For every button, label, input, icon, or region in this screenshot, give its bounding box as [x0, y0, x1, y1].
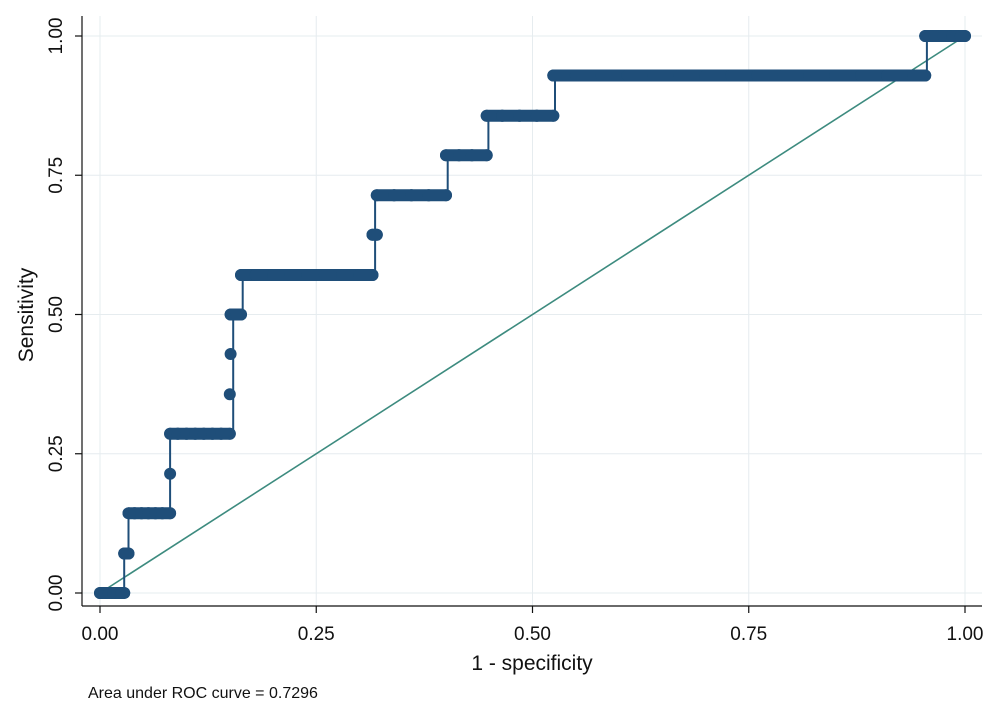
x-tick-label-4: 1.00 [947, 624, 984, 645]
x-tick-label-0: 0.00 [82, 624, 119, 645]
y-tick-label-3: 0.75 [46, 157, 67, 194]
x-axis-title: 1 - specificity [471, 652, 593, 675]
roc-curve-layer [94, 30, 971, 599]
y-tick-label-2: 0.50 [46, 296, 67, 333]
tick-labels: 0.00 0.25 0.50 0.75 1.00 0.00 0.25 0.50 0.75 1.00 [46, 18, 983, 645]
y-tick-label-0: 0.00 [46, 575, 67, 612]
y-tick-label-1: 0.25 [46, 435, 67, 472]
roc-point-26 [224, 348, 237, 360]
axes [75, 16, 982, 613]
roc-point-25 [223, 388, 236, 401]
reference-line-layer [99, 35, 966, 594]
x-tick-label-3: 0.75 [730, 624, 767, 645]
y-tick-label-4: 1.00 [46, 18, 67, 55]
x-tick-label-1: 0.25 [298, 624, 335, 645]
auc-note: Area under ROC curve = 0.7296 [88, 685, 318, 702]
y-axis-title: Sensitivity [15, 267, 38, 362]
x-tick-label-2: 0.50 [514, 624, 551, 645]
roc-point-16 [164, 467, 177, 480]
reference-diagonal-line [99, 35, 966, 594]
